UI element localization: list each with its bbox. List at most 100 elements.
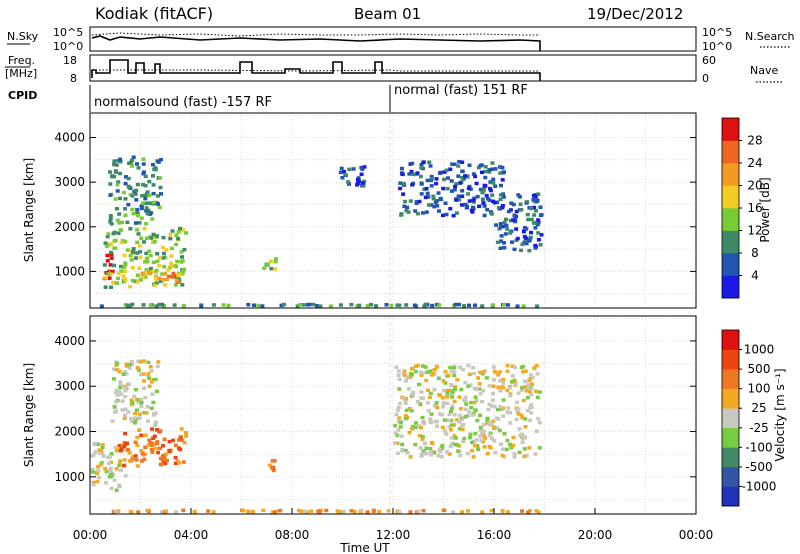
data-cell	[479, 163, 484, 167]
data-cell	[282, 302, 286, 307]
data-cell	[529, 405, 534, 410]
data-cell	[158, 176, 162, 180]
data-cell	[451, 213, 456, 218]
data-cell	[182, 267, 186, 272]
data-cell	[464, 402, 469, 406]
data-cell	[482, 187, 486, 191]
data-cell	[158, 302, 163, 307]
data-cell	[452, 399, 457, 404]
data-cell	[445, 389, 450, 393]
data-cell	[459, 416, 464, 421]
data-cell	[176, 237, 181, 241]
data-cell	[151, 191, 156, 196]
data-cell	[458, 181, 463, 185]
data-cell	[473, 395, 478, 399]
data-cell	[495, 426, 500, 430]
data-cell	[472, 196, 477, 200]
data-cell	[492, 369, 497, 374]
data-cell	[485, 417, 490, 422]
data-cell	[299, 509, 304, 513]
data-cell	[506, 406, 511, 410]
data-cell	[492, 439, 497, 443]
data-cell	[127, 362, 132, 367]
data-cell	[403, 401, 408, 406]
data-cell	[527, 238, 532, 242]
power-data-cells	[99, 155, 544, 308]
data-cell	[513, 365, 517, 370]
data-cell	[397, 377, 402, 382]
data-cell	[265, 262, 270, 266]
data-cell	[460, 367, 465, 372]
data-cell	[161, 459, 166, 464]
data-cell	[117, 171, 122, 176]
data-cell	[168, 265, 173, 270]
freq-left-tick-bottom: 8	[70, 72, 77, 85]
data-cell	[357, 303, 362, 308]
data-cell	[130, 278, 135, 283]
data-cell	[413, 425, 418, 430]
data-cell	[447, 452, 452, 456]
data-cell	[444, 212, 449, 217]
data-cell	[459, 387, 464, 392]
data-cell	[489, 212, 494, 216]
data-cell	[450, 189, 454, 193]
data-cell	[500, 453, 505, 458]
data-cell	[153, 423, 158, 427]
data-cell	[174, 242, 179, 247]
data-cell	[163, 272, 168, 276]
data-cell	[142, 452, 147, 456]
data-cell	[422, 187, 427, 191]
data-cell	[117, 483, 122, 488]
data-cell	[424, 451, 429, 456]
data-cell	[533, 209, 538, 213]
data-cell	[452, 373, 457, 377]
data-cell	[449, 418, 454, 423]
data-cell	[128, 509, 133, 514]
data-cell	[415, 171, 420, 175]
data-cell	[432, 451, 436, 455]
data-cell	[417, 382, 421, 387]
data-cell	[452, 366, 456, 370]
data-cell	[469, 400, 474, 405]
data-cell	[118, 382, 123, 386]
data-cell	[410, 183, 415, 187]
data-cell	[140, 193, 145, 198]
data-cell	[508, 411, 512, 415]
x-tick-label: 00:00	[73, 528, 108, 542]
data-cell	[419, 373, 424, 377]
data-cell	[491, 384, 496, 388]
data-cell	[384, 303, 389, 307]
data-cell	[496, 373, 501, 377]
data-cell	[272, 459, 277, 463]
data-cell	[396, 369, 401, 373]
data-cell	[420, 437, 425, 441]
data-cell	[443, 201, 448, 205]
data-cell	[515, 400, 520, 405]
data-cell	[444, 168, 449, 172]
data-cell	[161, 256, 166, 260]
data-cell	[460, 189, 465, 193]
data-cell	[99, 304, 104, 308]
data-cell	[155, 441, 159, 445]
data-cell	[155, 259, 160, 264]
data-cell	[521, 304, 526, 308]
data-cell	[518, 202, 523, 206]
data-cell	[452, 188, 457, 192]
data-cell	[179, 250, 184, 254]
data-cell	[491, 392, 496, 396]
data-cell	[125, 220, 130, 225]
data-cell	[144, 193, 149, 198]
data-cell	[122, 269, 127, 274]
data-cell	[106, 232, 111, 236]
data-cell	[446, 176, 450, 180]
data-cell	[489, 167, 494, 171]
data-cell	[130, 207, 135, 212]
data-cell	[473, 174, 478, 179]
data-cell	[260, 304, 265, 308]
data-cell	[117, 221, 122, 225]
data-cell	[97, 475, 102, 480]
data-cell	[123, 442, 128, 446]
data-cell	[460, 427, 465, 432]
data-cell	[502, 246, 507, 250]
data-cell	[419, 162, 424, 167]
